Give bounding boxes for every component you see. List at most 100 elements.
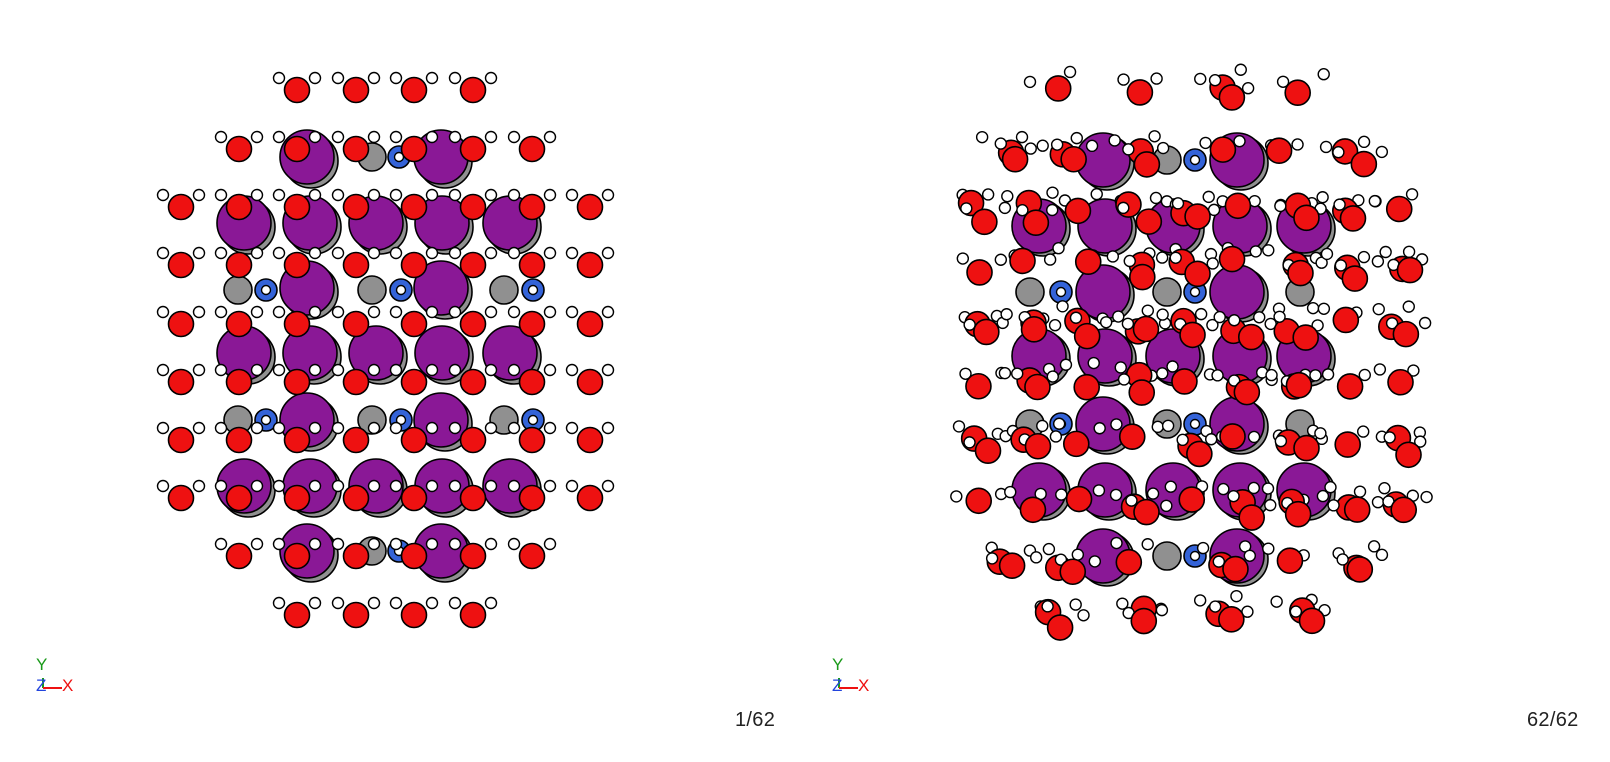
hydrogen-atom: [1122, 143, 1135, 156]
hydrogen-atom: [1405, 188, 1419, 201]
oxygen-atom: [400, 542, 428, 570]
hydrogen-atom: [272, 537, 286, 551]
hydrogen-atom: [1324, 481, 1337, 494]
hydrogen-atom: [250, 246, 264, 260]
oxygen-atom: [1060, 145, 1087, 173]
hydrogen-atom: [1208, 74, 1222, 87]
hydrogen-atom: [389, 421, 403, 435]
oxygen-atom: [225, 135, 253, 163]
oxygen-atom: [167, 484, 195, 512]
oxygen-atom: [459, 251, 487, 279]
hydrogen-atom: [1357, 425, 1370, 438]
oxygen-atom: [167, 310, 195, 338]
oxygen-atom: [1218, 245, 1246, 273]
hydrogen-atom: [1001, 190, 1014, 203]
oxygen-atom: [1062, 430, 1090, 458]
oxygen-atom: [1265, 137, 1293, 164]
hydrogen-atom: [1317, 302, 1331, 315]
oxygen-atom: [225, 542, 253, 570]
hydrogen-atom: [331, 246, 345, 260]
hydrogen-atom: [448, 421, 462, 435]
hydrogen-atom: [331, 305, 345, 319]
hydrogen-atom: [367, 130, 381, 144]
hydrogen-atom: [214, 421, 228, 435]
hydrogen-atom: [1036, 139, 1049, 152]
metal-atom: [414, 195, 470, 251]
hydrogen-atom: [507, 305, 521, 319]
oxygen-atom: [518, 368, 546, 396]
hydrogen-atom: [1358, 368, 1371, 382]
hydrogen-atom: [1234, 63, 1247, 76]
hydrogen-atom: [1194, 72, 1207, 86]
hydrogen-atom: [1306, 301, 1320, 315]
hydrogen-atom: [214, 537, 228, 551]
hydrogen-atom: [975, 130, 989, 144]
hydrogen-atom: [1161, 419, 1175, 432]
viewer-panel-final[interactable]: Y Z X 62/62: [805, 0, 1610, 762]
hydrogen-atom: [1196, 541, 1210, 555]
hydrogen-atom: [963, 318, 976, 331]
viewer-panel-initial[interactable]: Y Z X 1/62: [0, 0, 805, 762]
hydrogen-atom: [1357, 250, 1371, 264]
metal-atom: [482, 325, 538, 381]
hydrogen-atom: [1046, 186, 1059, 199]
hydrogen-atom: [308, 246, 322, 260]
hydrogen-atom: [543, 421, 557, 435]
hydrogen-atom: [1212, 555, 1226, 568]
oxygen-atom: [283, 368, 311, 396]
hydrogen-atom: [1112, 310, 1125, 323]
oxygen-atom: [342, 368, 370, 396]
oxygen-atom: [342, 601, 370, 629]
hydrogen-atom: [998, 366, 1012, 380]
hydrogen-atom: [1070, 131, 1083, 145]
oxygen-atom: [518, 426, 546, 454]
oxygen-atom: [400, 484, 428, 512]
oxygen-atom: [225, 251, 253, 279]
hydrogen-atom: [192, 305, 206, 319]
hydrogen-atom: [1036, 419, 1049, 433]
hydrogen-atom: [331, 188, 345, 202]
hydrogen-atom: [1043, 253, 1057, 266]
hydrogen-atom: [1213, 310, 1226, 324]
hydrogen-atom: [952, 420, 966, 433]
hydrogen-atom: [367, 479, 381, 493]
axis-y-label: Y: [832, 655, 844, 674]
oxygen-atom: [576, 193, 604, 221]
hydrogen-atom: [1372, 302, 1385, 316]
hydrogen-atom: [1056, 300, 1069, 313]
hydrogen-atom: [272, 363, 286, 377]
nitrogen-ring-center: [260, 284, 272, 296]
hydrogen-atom: [1243, 549, 1257, 562]
oxygen-atom: [283, 251, 311, 279]
oxygen-atom: [1218, 606, 1245, 633]
hydrogen-atom: [1169, 251, 1182, 264]
oxygen-atom: [459, 426, 487, 454]
oxygen-atom: [1385, 195, 1413, 223]
hydrogen-atom: [214, 363, 228, 377]
hydrogen-atom: [507, 246, 521, 260]
hydrogen-atom: [389, 537, 403, 551]
oxygen-atom: [1186, 440, 1213, 468]
hydrogen-atom: [156, 421, 170, 435]
nitrogen-ring-center: [1189, 550, 1201, 562]
hydrogen-atom: [1116, 597, 1129, 610]
axis-x-label: X: [62, 676, 74, 695]
oxygen-atom: [1179, 321, 1206, 349]
hydrogen-atom: [543, 537, 557, 551]
hydrogen-atom: [1087, 356, 1100, 370]
hydrogen-atom: [985, 552, 999, 565]
oxygen-atom: [1392, 320, 1420, 348]
hydrogen-atom: [1309, 369, 1322, 382]
oxygen-atom: [1396, 256, 1424, 284]
oxygen-atom: [1387, 368, 1414, 396]
hydrogen-atom: [308, 537, 322, 551]
hydrogen-atom: [308, 421, 322, 435]
structure-viewport-initial[interactable]: [0, 0, 805, 762]
hydrogen-atom: [1407, 364, 1420, 377]
axis-z-label: Z: [832, 676, 843, 695]
hydrogen-atom: [1050, 138, 1064, 151]
oxygen-atom: [1298, 607, 1326, 635]
oxygen-atom: [459, 310, 487, 338]
structure-viewport-final[interactable]: [805, 0, 1610, 762]
oxygen-atom: [1024, 373, 1051, 401]
